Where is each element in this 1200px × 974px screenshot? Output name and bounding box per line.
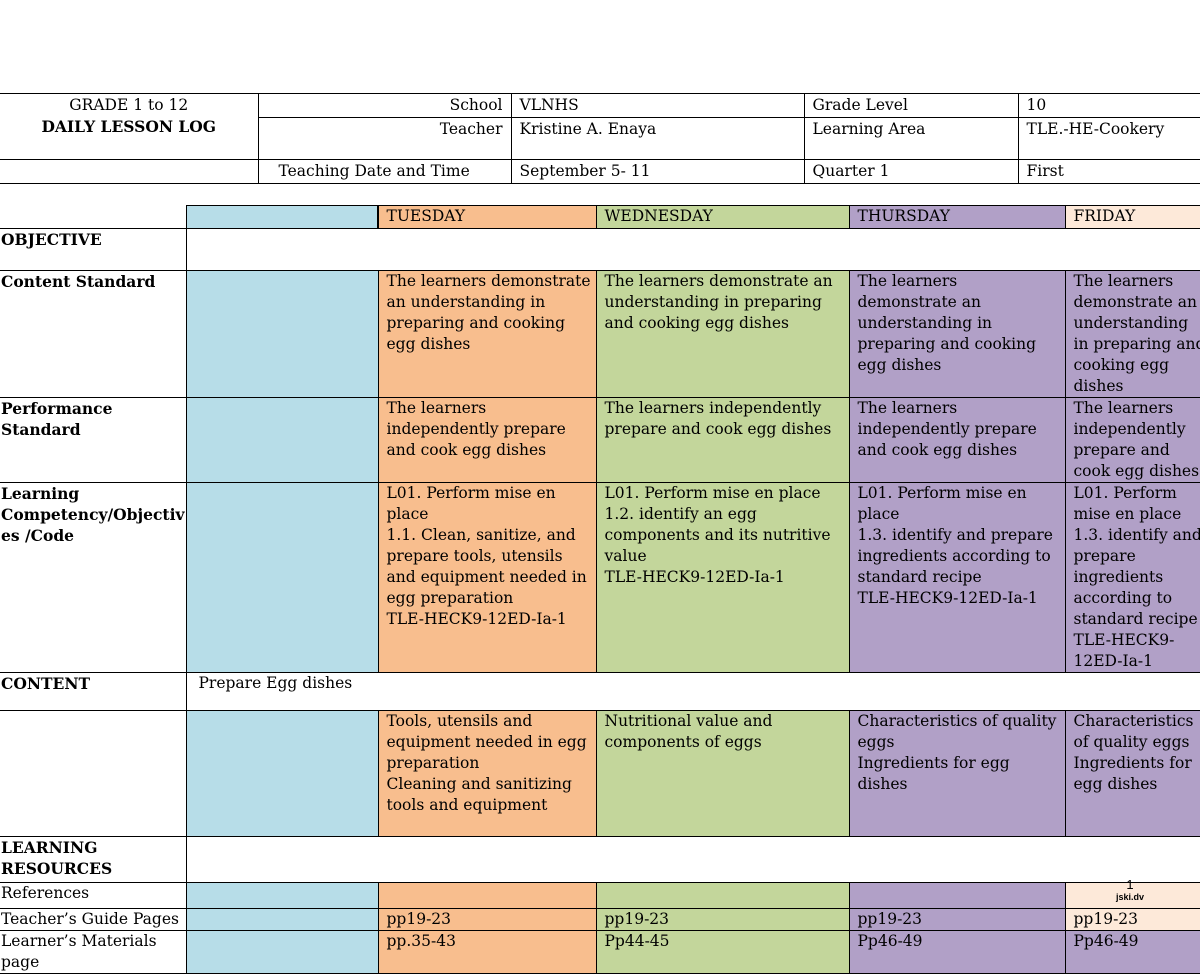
teachers-guide-row: Teacher’s Guide Pages pp19-23 pp19-23 pp…	[0, 908, 1200, 931]
learning-resources-cell	[185, 836, 1200, 883]
references-thursday	[848, 882, 1066, 909]
learning-area-value: TLE.-HE-Cookery	[1017, 117, 1200, 160]
content-standard-wednesday: The learners demonstrate an understandin…	[595, 270, 850, 398]
learning-competency-row: Learning Competency/Objectiv es /Code L0…	[0, 482, 1200, 673]
references-tuesday	[377, 882, 597, 909]
performance-standard-friday: The learners independently prepare and c…	[1064, 397, 1200, 483]
content-row: CONTENT Prepare Egg dishes	[0, 672, 1200, 711]
learning-competency-label: Learning Competency/Objectiv es /Code	[0, 482, 187, 673]
grade-range: GRADE 1 to 12	[69, 96, 189, 114]
content-details-monday	[185, 710, 379, 837]
school-label: School	[257, 93, 512, 118]
content-value: Prepare Egg dishes	[185, 672, 1200, 711]
teachers-guide-label: Teacher’s Guide Pages	[0, 908, 187, 931]
content-standard-label: Content Standard	[0, 270, 187, 398]
learners-materials-wednesday: Pp44-45	[595, 930, 850, 974]
learning-resources-row: LEARNING RESOURCES	[0, 836, 1200, 883]
grade-level-value: 10	[1017, 93, 1200, 118]
content-standard-tuesday: The learners demonstrate an understandin…	[377, 270, 597, 398]
lesson-table: TUESDAY WEDNESDAY THURSDAY FRIDAY OBJECT…	[0, 205, 1200, 974]
header-empty-cell	[0, 159, 259, 184]
references-wednesday	[595, 882, 850, 909]
performance-standard-monday	[185, 397, 379, 483]
day-header-thursday: THURSDAY	[848, 205, 1066, 229]
content-details-label	[0, 710, 187, 837]
performance-standard-tuesday: The learners independently prepare and c…	[377, 397, 597, 483]
learning-competency-friday: L01. Perform mise en place 1.3. identify…	[1064, 482, 1200, 673]
grade-level-label: Grade Level	[803, 93, 1019, 118]
day-header-tuesday: TUESDAY	[377, 205, 597, 229]
learning-competency-monday	[185, 482, 379, 673]
header-title-cell: GRADE 1 to 12 DAILY LESSON LOG	[0, 93, 259, 160]
day-header-blank	[0, 205, 187, 229]
content-details-tuesday: Tools, utensils and equipment needed in …	[377, 710, 597, 837]
teachers-guide-monday	[185, 908, 379, 931]
page-title: DAILY LESSON LOG	[41, 117, 217, 136]
teachers-guide-friday: pp19-23	[1064, 908, 1200, 931]
watermark-text: jski.dv	[1115, 892, 1144, 902]
date-label: Teaching Date and Time	[257, 159, 512, 184]
performance-standard-label: Performance Standard	[0, 397, 187, 483]
learning-competency-tuesday: L01. Perform mise en place 1.1. Clean, s…	[377, 482, 597, 673]
learners-materials-row: Learner’s Materials page pp.35-43 Pp44-4…	[0, 930, 1200, 974]
school-value: VLNHS	[510, 93, 805, 118]
day-header-friday: FRIDAY	[1064, 205, 1200, 229]
page-footer: 1 jski.dv	[1115, 877, 1144, 903]
objective-row: OBJECTIVE	[0, 228, 1200, 271]
page-number: 1	[1126, 877, 1134, 892]
teachers-guide-wednesday: pp19-23	[595, 908, 850, 931]
objective-label: OBJECTIVE	[0, 228, 187, 271]
learning-competency-thursday: L01. Perform mise en place 1.3. identify…	[848, 482, 1066, 673]
learning-area-label: Learning Area	[803, 117, 1019, 160]
teachers-guide-thursday: pp19-23	[848, 908, 1066, 931]
performance-standard-wednesday: The learners independently prepare and c…	[595, 397, 850, 483]
day-header-row: TUESDAY WEDNESDAY THURSDAY FRIDAY	[0, 205, 1200, 229]
learners-materials-tuesday: pp.35-43	[377, 930, 597, 974]
content-details-row: Tools, utensils and equipment needed in …	[0, 710, 1200, 837]
content-details-thursday: Characteristics of quality eggs Ingredie…	[848, 710, 1066, 837]
content-details-wednesday: Nutritional value and components of eggs	[595, 710, 850, 837]
header-table: GRADE 1 to 12 DAILY LESSON LOG School VL…	[0, 93, 1200, 184]
performance-standard-thursday: The learners independently prepare and c…	[848, 397, 1066, 483]
objective-cell	[185, 228, 1200, 271]
learning-resources-label: LEARNING RESOURCES	[0, 836, 187, 883]
content-label: CONTENT	[0, 672, 187, 711]
performance-standard-row: Performance Standard The learners indepe…	[0, 397, 1200, 483]
learners-materials-friday: Pp46-49	[1064, 930, 1200, 974]
content-standard-friday: The learners demonstrate an understandin…	[1064, 270, 1200, 398]
teacher-label: Teacher	[257, 117, 512, 160]
content-standard-thursday: The learners demonstrate an understandin…	[848, 270, 1066, 398]
content-standard-monday	[185, 270, 379, 398]
teachers-guide-tuesday: pp19-23	[377, 908, 597, 931]
content-details-friday: Characteristics of quality eggs Ingredie…	[1064, 710, 1200, 837]
learning-competency-wednesday: L01. Perform mise en place 1.2. identify…	[595, 482, 850, 673]
references-label: References	[0, 882, 187, 909]
learners-materials-label: Learner’s Materials page	[0, 930, 187, 974]
learners-materials-monday	[185, 930, 379, 974]
content-standard-row: Content Standard The learners demonstrat…	[0, 270, 1200, 398]
references-monday	[185, 882, 379, 909]
day-header-wednesday: WEDNESDAY	[595, 205, 850, 229]
date-value: September 5- 11	[510, 159, 805, 184]
quarter-value: First	[1017, 159, 1200, 184]
quarter-label: Quarter 1	[803, 159, 1019, 184]
references-row: References	[0, 882, 1200, 909]
teacher-value: Kristine A. Enaya	[510, 117, 805, 160]
learners-materials-thursday: Pp46-49	[848, 930, 1066, 974]
day-header-monday	[185, 205, 379, 229]
references-friday	[1064, 882, 1200, 909]
